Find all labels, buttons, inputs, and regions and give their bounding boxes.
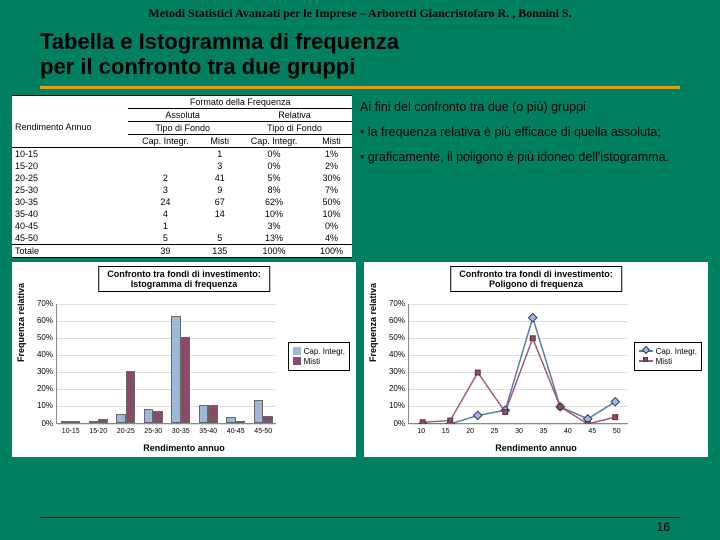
- text-p1: Ai fini del confronto tra due (o più) gr…: [360, 95, 688, 120]
- title-underline: [40, 86, 680, 89]
- title-line2: per il confronto tra due gruppi: [40, 54, 680, 79]
- explanation-text: Ai fini del confronto tra due (o più) gr…: [360, 95, 708, 258]
- title-block: Tabella e Istogramma di frequenza per il…: [0, 25, 720, 82]
- header-text: Metodi Statistici Avanzati per le Impres…: [0, 0, 720, 25]
- frequency-table: Formato della FrequenzaRendimento AnnuoA…: [12, 95, 352, 258]
- polygon-chart: Confronto tra fondi di investimento:Poli…: [364, 262, 708, 457]
- title-line1: Tabella e Istogramma di frequenza: [40, 29, 680, 54]
- histogram-chart: Confronto tra fondi di investimento:Isto…: [12, 262, 356, 457]
- text-p2: • la frequenza relativa è più efficace d…: [360, 120, 688, 145]
- text-p3: • graficamente, il poligono è più idoneo…: [360, 145, 688, 170]
- footer-line: [40, 517, 680, 518]
- page-number: 16: [657, 520, 670, 534]
